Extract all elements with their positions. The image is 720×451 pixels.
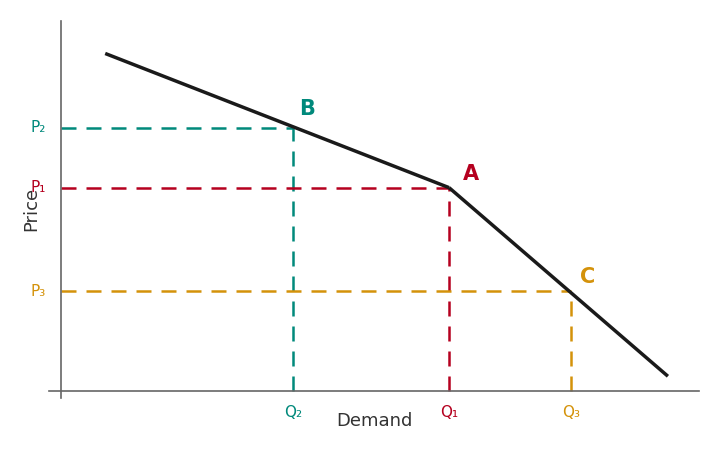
Text: P₃: P₃: [30, 284, 46, 299]
Text: Q₂: Q₂: [284, 405, 302, 420]
Text: C: C: [580, 267, 595, 287]
Text: B: B: [299, 99, 315, 119]
X-axis label: Demand: Demand: [336, 412, 413, 430]
Text: A: A: [463, 164, 479, 184]
Text: Q₃: Q₃: [562, 405, 580, 420]
Text: Q₁: Q₁: [440, 405, 458, 420]
Text: P₁: P₁: [30, 180, 46, 195]
Y-axis label: Price: Price: [22, 187, 40, 231]
Text: P₂: P₂: [30, 120, 46, 135]
